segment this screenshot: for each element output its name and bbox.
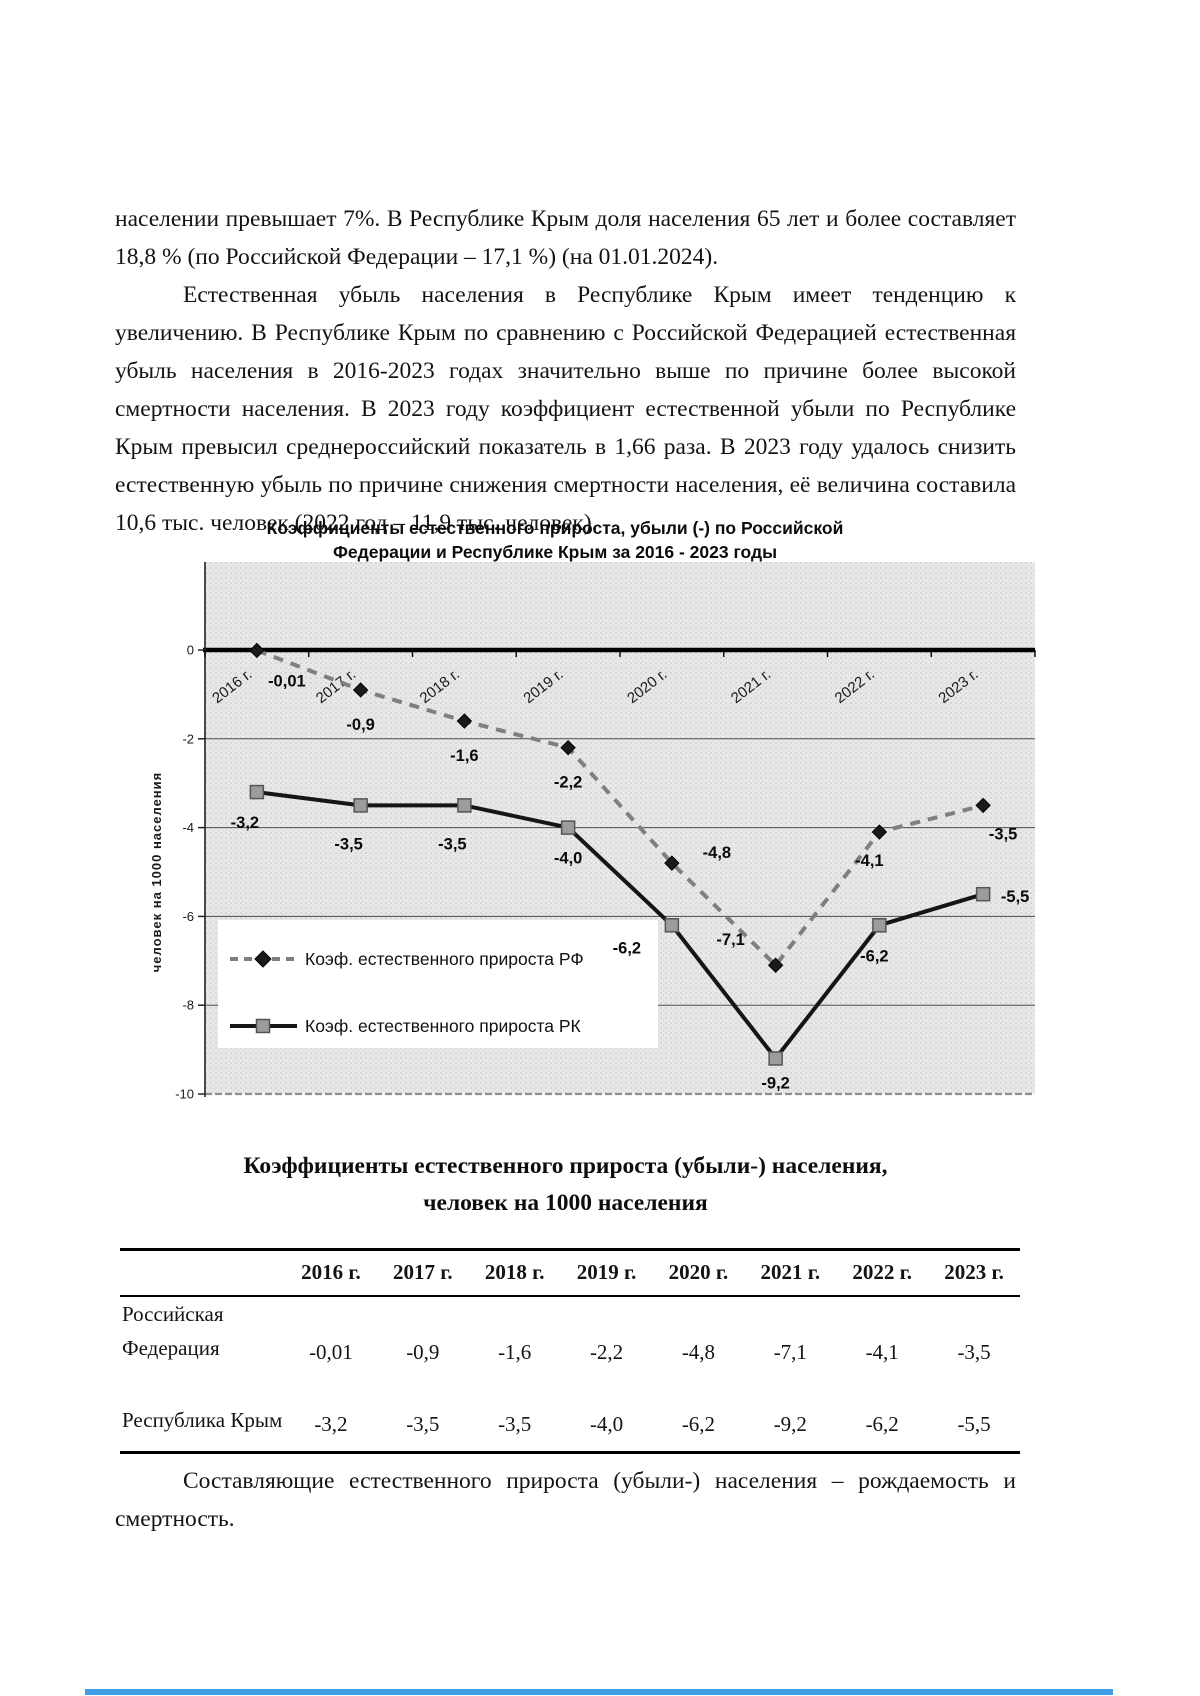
svg-text:Коэф. естественного прироста Р: Коэф. естественного прироста РК (305, 1016, 582, 1036)
chart-title-line2: Федерации и Республике Крым за 2016 - 20… (332, 542, 778, 562)
table-cell: -7,1 (773, 1340, 807, 1364)
paragraph-natural-decline: Естественная убыль населения в Республик… (115, 282, 1016, 536)
svg-text:Коэф. естественного прироста Р: Коэф. естественного прироста РФ (305, 949, 584, 969)
svg-text:-4: -4 (182, 820, 194, 835)
svg-text:0: 0 (187, 643, 194, 658)
table-title-line2: человек на 1000 населения (423, 1190, 708, 1216)
svg-text:-2,2: -2,2 (554, 774, 582, 792)
table-cell: -2,2 (589, 1340, 624, 1364)
year-header: 2022 г. (852, 1260, 913, 1284)
table-cell: -1,6 (498, 1340, 532, 1364)
svg-text:-3,5: -3,5 (334, 835, 362, 853)
svg-text:-2: -2 (182, 731, 194, 746)
svg-text:-10: -10 (175, 1087, 194, 1102)
table-cell: -4,0 (589, 1412, 624, 1436)
svg-text:-6,2: -6,2 (860, 947, 888, 965)
svg-text:-7,1: -7,1 (716, 931, 744, 949)
svg-text:-0,9: -0,9 (346, 716, 374, 734)
svg-text:-4,0: -4,0 (554, 850, 582, 868)
year-header: 2016 г. (301, 1260, 361, 1284)
region-name: Российская Федерация (122, 1302, 224, 1360)
table-cell: -3,5 (498, 1412, 532, 1436)
year-header: 2017 г. (392, 1260, 453, 1284)
table-header-row: 2016 г. 2017 г. 2018 г. 2019 г. 2020 г. … (120, 1250, 1020, 1297)
year-header: 2020 г. (668, 1260, 729, 1284)
svg-text:человек на 1000 населения: человек на 1000 населения (149, 772, 164, 973)
svg-text:-3,5: -3,5 (989, 825, 1017, 843)
footer-text-block: Составляющие естественного прироста (убы… (115, 1462, 1016, 1538)
table-title: Коэффициенты естественного прироста (убы… (115, 1148, 1016, 1222)
table-cell: -3,5 (957, 1340, 991, 1364)
svg-text:-6: -6 (182, 909, 194, 924)
svg-text:-1,6: -1,6 (450, 747, 478, 765)
year-header: 2018 г. (484, 1260, 545, 1284)
svg-text:-3,2: -3,2 (231, 814, 259, 832)
chart-title: Коэффициенты естественного прироста, убы… (105, 516, 1005, 564)
svg-text:-4,1: -4,1 (855, 852, 883, 870)
table-cell: -4,1 (865, 1340, 899, 1364)
year-header: 2023 г. (944, 1260, 1004, 1284)
region-name: Республика Крым (122, 1408, 283, 1432)
paragraph-components: Составляющие естественного прироста (убы… (115, 1468, 1016, 1532)
body-text-block: населении превышает 7%. В Республике Кры… (115, 200, 1016, 542)
table-cell: -0,9 (406, 1340, 440, 1364)
table-cell: -5,5 (957, 1412, 991, 1436)
svg-text:-9,2: -9,2 (761, 1074, 789, 1092)
table-cell: -4,8 (681, 1340, 716, 1364)
svg-text:-0,01: -0,01 (268, 672, 306, 690)
table-cell: -3,5 (406, 1412, 440, 1436)
coefficients-table: 2016 г. 2017 г. 2018 г. 2019 г. 2020 г. … (120, 1248, 1020, 1454)
year-header: 2019 г. (576, 1260, 637, 1284)
chart-title-line1: Коэффициенты естественного прироста, убы… (266, 518, 844, 538)
year-header: 2021 г. (760, 1260, 821, 1284)
table-cell: -9,2 (773, 1412, 807, 1436)
bottom-blue-strip (85, 1689, 1113, 1695)
table-cell: -3,2 (314, 1412, 348, 1436)
svg-text:-6,2: -6,2 (613, 939, 641, 957)
region-column-header (120, 1250, 285, 1297)
table-row: Республика Крым -3,2 -3,5 -3,5 -4,0 -6,2… (120, 1379, 1020, 1453)
natural-increase-chart: Коэффициенты естественного прироста, убы… (145, 512, 1045, 1112)
table-title-line1: Коэффициенты естественного прироста (убы… (243, 1153, 888, 1179)
svg-text:-4,8: -4,8 (703, 844, 731, 862)
table-cell: -6,2 (865, 1412, 899, 1436)
svg-text:-5,5: -5,5 (1001, 888, 1029, 906)
table-row: Российская Федерация -0,01 -0,9 -1,6 -2,… (120, 1296, 1020, 1379)
svg-text:-8: -8 (182, 998, 194, 1013)
svg-text:-3,5: -3,5 (438, 835, 466, 853)
paragraph-population-share: населении превышает 7%. В Республике Кры… (115, 206, 1016, 270)
table-cell: -0,01 (309, 1340, 353, 1364)
table-cell: -6,2 (681, 1412, 716, 1436)
